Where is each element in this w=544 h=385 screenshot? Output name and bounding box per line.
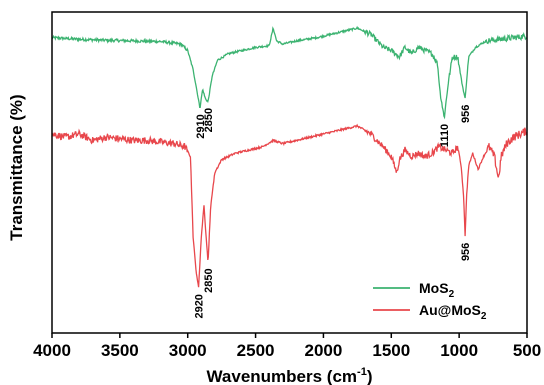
x-axis: 4000 3500 3000 2500 2000 1500 1000 500	[33, 333, 541, 360]
peak-label: 2850	[203, 108, 215, 132]
x-tick-label: 3000	[169, 341, 207, 360]
x-axis-title: Wavenumbers (cm-1)	[207, 366, 373, 385]
legend-label: MoS2	[419, 280, 455, 300]
peak-label: 1110	[439, 124, 451, 147]
series-line	[51, 123, 528, 288]
x-tick-label: 3500	[101, 341, 139, 360]
series-line	[51, 25, 528, 120]
x-tick-label: 4000	[33, 341, 71, 360]
peak-label: 2910	[195, 114, 207, 138]
x-tick-label: 500	[513, 341, 541, 360]
peak-label: 2920	[194, 294, 206, 318]
peak-label: 956	[460, 243, 472, 261]
peak-label: 2850	[203, 268, 215, 292]
x-tick-label: 2000	[305, 341, 343, 360]
x-tick-label: 1500	[372, 341, 410, 360]
x-tick-label: 1000	[440, 341, 478, 360]
y-axis-title: Transmittance (%)	[7, 94, 26, 240]
x-tick-label: 2500	[237, 341, 275, 360]
plot-frame	[51, 11, 528, 334]
legend-label: Au@MoS2	[419, 302, 487, 322]
peak-label: 956	[460, 105, 472, 123]
series-au-mos2: 2920 2850 956	[51, 123, 528, 319]
